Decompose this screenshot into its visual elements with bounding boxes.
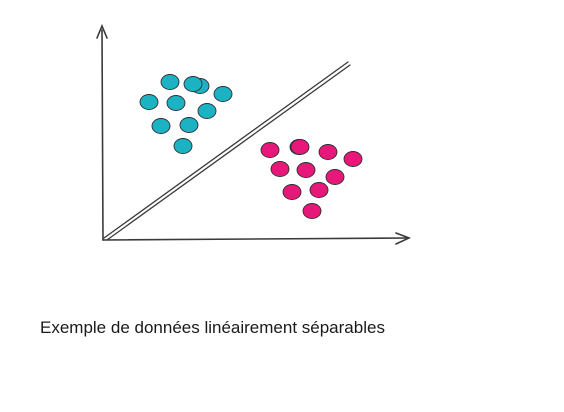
cluster-b-point <box>318 144 338 160</box>
x-axis-line <box>102 237 409 241</box>
cluster-b <box>260 139 363 219</box>
cluster-b-point <box>282 184 302 200</box>
cluster-b-point <box>309 182 329 198</box>
x-axis-arrowhead <box>395 232 412 245</box>
y-axis-arrowhead <box>96 23 108 39</box>
cluster-a-point <box>213 86 233 102</box>
cluster-a-point <box>179 117 199 133</box>
cluster-b-point <box>343 151 363 167</box>
y-axis <box>96 23 108 241</box>
cluster-a-point <box>173 138 193 154</box>
cluster-a-point <box>183 76 203 92</box>
cluster-b-point <box>325 169 345 185</box>
y-axis-line <box>101 29 104 241</box>
cluster-a-point <box>151 118 171 134</box>
cluster-a-point <box>166 95 186 111</box>
cluster-b-point <box>290 139 310 155</box>
cluster-a-point <box>139 94 159 110</box>
cluster-b-point <box>296 162 316 178</box>
cluster-b-point <box>260 142 280 158</box>
cluster-a <box>139 74 233 154</box>
separating-line <box>103 61 351 241</box>
separable-data-diagram <box>96 23 412 245</box>
cluster-a-point <box>160 74 180 90</box>
data-points <box>139 74 363 219</box>
cluster-b-point <box>270 161 290 177</box>
cluster-a-point <box>197 103 217 119</box>
figure-caption: Exemple de données linéairement séparabl… <box>40 318 385 337</box>
cluster-b-point <box>302 203 322 219</box>
x-axis <box>102 232 412 245</box>
